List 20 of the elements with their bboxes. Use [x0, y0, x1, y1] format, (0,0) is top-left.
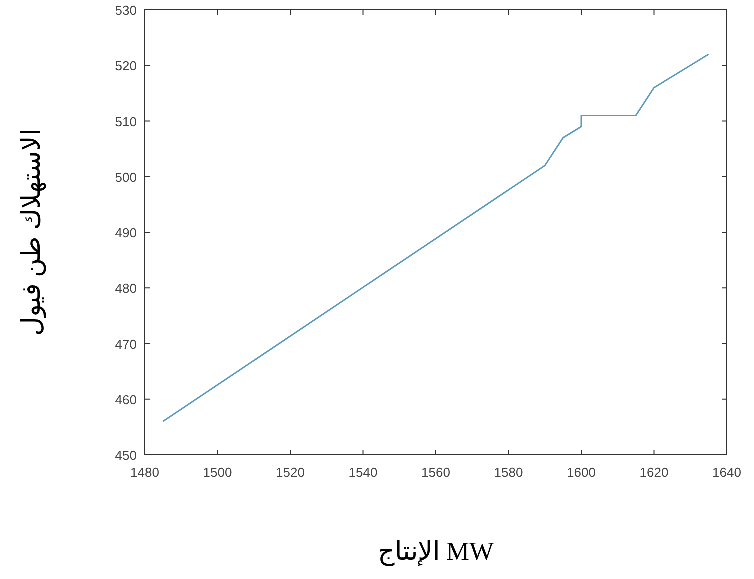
y-tick-label: 470 — [115, 336, 137, 352]
x-tick-label: 1540 — [348, 465, 378, 480]
y-tick-label: 500 — [115, 170, 137, 185]
y-tick-label: 520 — [115, 58, 137, 74]
x-tick-label: 1640 — [712, 465, 742, 480]
y-tick-label: 510 — [115, 114, 137, 130]
y-tick-label: 490 — [115, 226, 137, 240]
y-tick-label: 460 — [115, 392, 137, 408]
x-tick-label: 1480 — [130, 465, 160, 480]
x-tick-label: 1600 — [567, 465, 596, 480]
x-tick-label: 1520 — [276, 465, 305, 480]
x-tick-label: 1620 — [640, 465, 669, 480]
y-axis-title: الاستهلاك طن فيول — [17, 129, 47, 336]
x-tick-label: 1500 — [203, 465, 232, 480]
y-tick-label: 480 — [115, 281, 137, 296]
y-tick-label: 450 — [115, 448, 137, 463]
x-axis-title: الإنتاج MW — [378, 537, 495, 567]
x-tick-label: 1560 — [422, 465, 450, 480]
x-tick-label: 1580 — [494, 465, 524, 480]
y-tick-label: 530 — [115, 3, 137, 18]
